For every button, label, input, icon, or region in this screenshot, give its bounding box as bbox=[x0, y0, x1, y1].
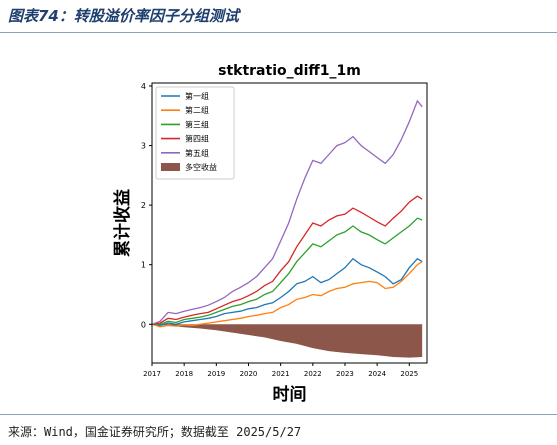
chart-svg: 0 1 2 3 4 2017 2018 2019 2020 2021 2022 2023 2024 202… bbox=[112, 63, 428, 405]
y-tick-label: 1 bbox=[141, 261, 146, 270]
y-tick-label: 2 bbox=[141, 201, 146, 210]
x-tick-label: 2019 bbox=[207, 370, 225, 378]
plot-frame bbox=[151, 82, 428, 364]
chart-title: stktratio_diff1_1m bbox=[218, 63, 361, 79]
area-long-short bbox=[152, 324, 423, 358]
x-tick-label: 2024 bbox=[368, 370, 386, 378]
y-tick-label: 0 bbox=[141, 320, 146, 329]
legend-label: 第五组 bbox=[185, 148, 209, 158]
legend-label: 第一组 bbox=[185, 91, 209, 101]
y-tick-label: 4 bbox=[141, 82, 146, 91]
x-tick-label: 2018 bbox=[175, 370, 193, 378]
series-line-5 bbox=[151, 99, 423, 325]
legend-label: 第二组 bbox=[185, 105, 209, 115]
bottom-rule bbox=[0, 414, 557, 415]
series-line-4 bbox=[151, 195, 423, 325]
figure-title: 图表74：转股溢价率因子分组测试 bbox=[8, 7, 239, 25]
y-tick-label: 3 bbox=[141, 142, 146, 151]
top-rule bbox=[0, 32, 557, 33]
x-axis-label: 时间 bbox=[273, 384, 307, 405]
legend-label: 第三组 bbox=[185, 119, 209, 129]
legend-swatch-area bbox=[161, 163, 180, 171]
legend-label: 多空收益 bbox=[185, 162, 217, 172]
series-line-3 bbox=[152, 217, 423, 325]
series-line-2 bbox=[151, 261, 423, 328]
y-axis-label: 累计收益 bbox=[112, 189, 133, 257]
x-tick-label: 2022 bbox=[304, 370, 322, 378]
series-line-1 bbox=[151, 257, 423, 327]
x-tick-label: 2025 bbox=[400, 370, 418, 378]
legend-label: 第四组 bbox=[185, 134, 209, 144]
x-tick-label: 2017 bbox=[143, 370, 161, 378]
x-tick-label: 2021 bbox=[272, 370, 290, 378]
source-note: 来源：Wind，国金证券研究所；数据截至 2025/5/27 bbox=[8, 425, 302, 439]
x-tick-label: 2023 bbox=[336, 370, 354, 378]
x-tick-label: 2020 bbox=[240, 370, 258, 378]
